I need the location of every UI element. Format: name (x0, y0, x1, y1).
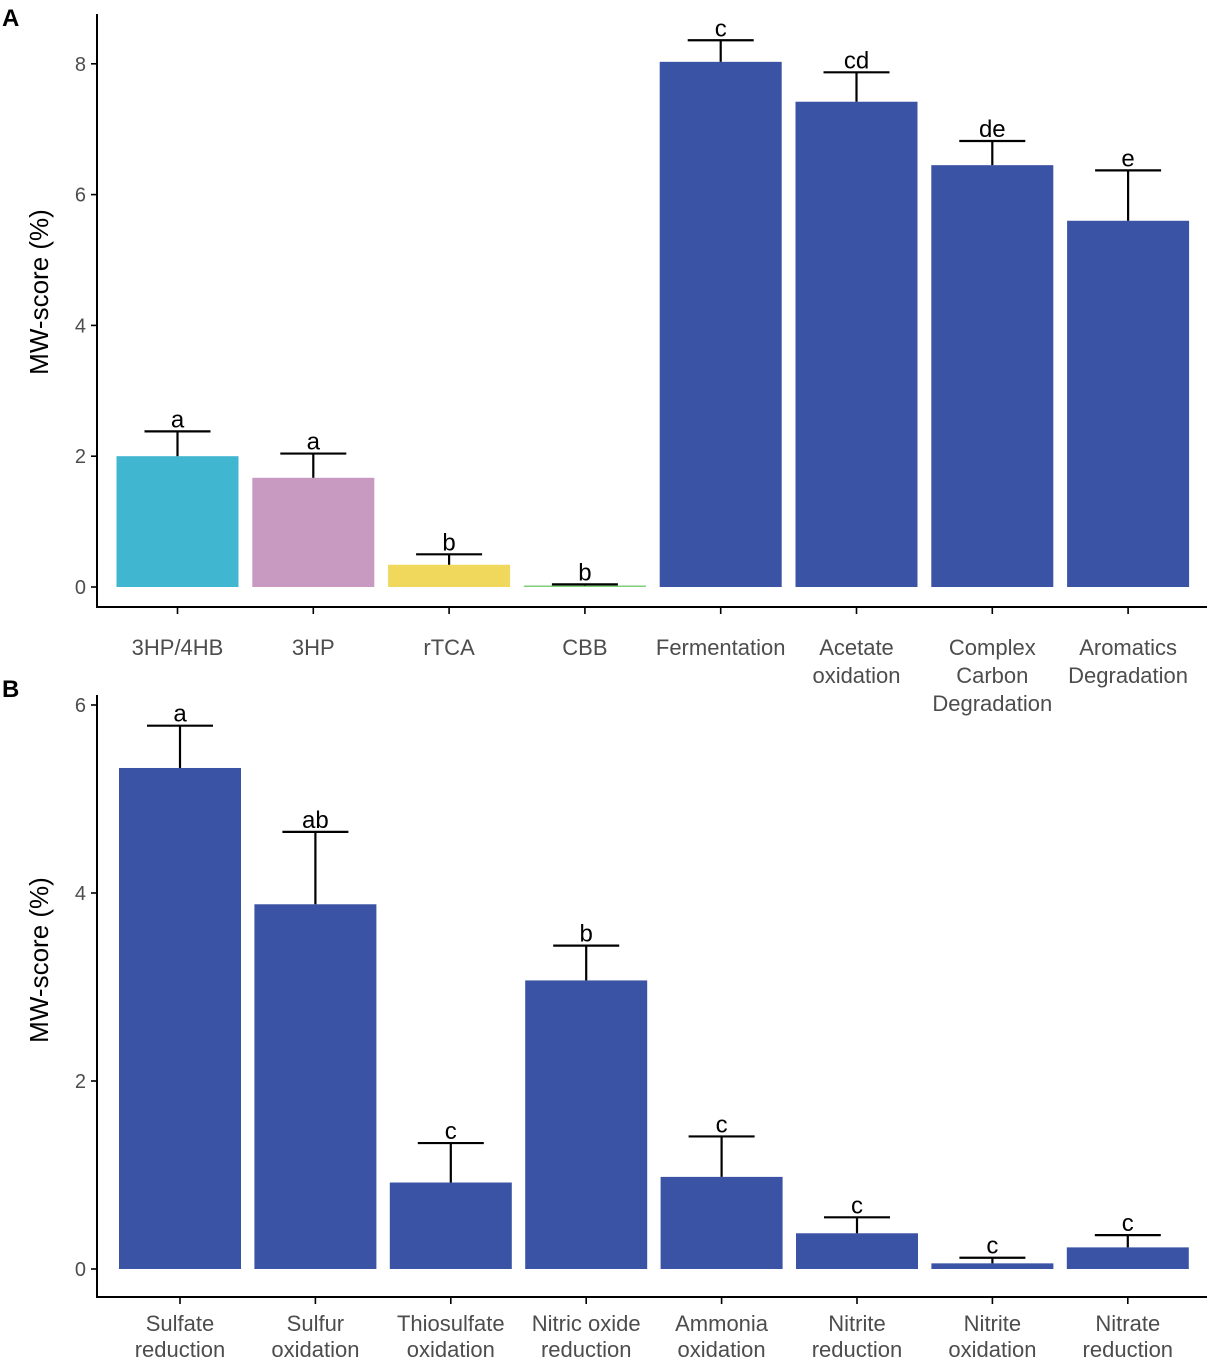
panel-b-category-label-line: Ammonia (675, 1311, 769, 1336)
panel-a-category-label: 3HP (292, 635, 335, 660)
panel-b-bar (525, 980, 648, 1269)
panel-a-category-label-line: Carbon (956, 663, 1028, 688)
panel-a-marks: 0 2 4 6 8 a 3HP/4HB a 3HP b rTCA b CBB c Fermentation c… (75, 15, 1190, 716)
panel-b-label: B (2, 676, 19, 703)
panel-a-bar (523, 585, 646, 587)
panel-b-category-label-line: Thiosulfate (397, 1311, 505, 1336)
panel-a-bar (252, 477, 375, 587)
panel-b-bar (660, 1176, 783, 1269)
panel-b-bar (119, 767, 241, 1269)
panel-b-category-label-line: oxidation (948, 1337, 1036, 1359)
panel-a-y-title: MW-score (%) (24, 209, 54, 375)
panel-b-category-label-line: oxidation (271, 1337, 359, 1359)
panel-a-category-label: 3HP/4HB (132, 635, 224, 660)
panel-b-category-label-line: reduction (541, 1337, 632, 1359)
panel-b-significance-letter: c (1122, 1210, 1134, 1237)
panel-b-y-tick-label: 0 (75, 1259, 86, 1281)
panel-a-category-label-line: rTCA (423, 635, 475, 660)
panel-a-y-tick-label: 2 (75, 446, 86, 468)
panel-b-significance-letter: b (580, 921, 593, 948)
panel-b-category-label-line: Sulfur (287, 1311, 344, 1336)
panel-b-category-label-line: oxidation (678, 1337, 766, 1359)
panel-a-category-label-line: Degradation (1068, 663, 1188, 688)
panel-b-significance-letter: a (173, 701, 187, 728)
panel-b-category-label-line: Nitrite (964, 1311, 1021, 1336)
panel-a-category-label-line: 3HP (292, 635, 335, 660)
panel-a-category-label: Aromatics Degradation (1068, 635, 1188, 688)
panel-a-bar (388, 564, 511, 587)
panel-a-significance-letter: b (578, 559, 591, 586)
panel-a-bar (1067, 220, 1190, 587)
panel-b-bar (254, 904, 377, 1269)
panel-a-significance-letter: b (442, 529, 455, 556)
panel-a-category-label-line: Acetate (819, 635, 894, 660)
panel-b-category-label: Nitrite reduction (812, 1311, 903, 1359)
panel-a-label: A (2, 5, 19, 32)
panel-b-significance-letter: c (851, 1192, 863, 1219)
panel-a-significance-letter: cd (844, 47, 869, 74)
panel-a-category-label: Acetate oxidation (812, 635, 900, 688)
panel-b-category-label: Nitrite oxidation (948, 1311, 1036, 1359)
panel-b-y-title: MW-score (%) (24, 877, 54, 1043)
panel-a-category-label: Complex Carbon Degradation (932, 635, 1052, 716)
panel-b-category-label: Thiosulfate oxidation (397, 1311, 505, 1359)
panel-b-significance-letter: c (716, 1111, 728, 1138)
panel-b-significance-letter: ab (302, 807, 329, 834)
panel-a-category-label-line: CBB (562, 635, 607, 660)
panel-a-bar (795, 101, 918, 588)
panel-b-category-label-line: reduction (1083, 1337, 1174, 1359)
panel-a-y-tick-label: 6 (75, 185, 86, 207)
panel-a: A MW-score (%) 0 2 4 6 8 a 3HP/4HB a 3HP b rTCA b CB… (2, 5, 1207, 716)
panel-a-category-label-line: oxidation (812, 663, 900, 688)
panel-b-category-label-line: reduction (812, 1337, 903, 1359)
panel-b-category-label: Nitrate reduction (1083, 1311, 1174, 1359)
panel-a-significance-letter: c (715, 15, 727, 42)
panel-a-category-label-line: 3HP/4HB (132, 635, 224, 660)
panel-a-bar (116, 456, 239, 587)
panel-b-category-label-line: reduction (135, 1337, 226, 1359)
panel-a-significance-letter: e (1121, 145, 1134, 172)
panel-a-y-tick-label: 0 (75, 577, 86, 599)
panel-b-category-label-line: Nitrate (1095, 1311, 1160, 1336)
panel-b-category-label: Ammonia oxidation (675, 1311, 769, 1359)
panel-b-category-label-line: Nitrite (828, 1311, 885, 1336)
panel-a-y-tick-label: 4 (75, 315, 86, 337)
panel-a-category-label: rTCA (423, 635, 475, 660)
panel-b-category-label-line: oxidation (407, 1337, 495, 1359)
panel-b-bar (1066, 1247, 1189, 1269)
panel-b-category-label-line: Nitric oxide (532, 1311, 641, 1336)
panel-a-category-label-line: Aromatics (1079, 635, 1177, 660)
panel-b-y-tick-label: 2 (75, 1071, 86, 1093)
panel-b-category-label: Sulfate reduction (135, 1311, 226, 1359)
panel-b-bar (796, 1233, 918, 1269)
panel-a-bar (659, 61, 782, 587)
panel-a-significance-letter: a (171, 406, 185, 433)
panel-b-y-tick-label: 4 (75, 883, 86, 905)
panel-a-category-label-line: Degradation (932, 691, 1052, 716)
panel-a-category-label-line: Fermentation (656, 635, 786, 660)
panel-b-category-label: Sulfur oxidation (271, 1311, 359, 1359)
panel-a-y-tick-label: 8 (75, 54, 86, 76)
panel-a-category-label: CBB (562, 635, 607, 660)
panel-b-bar (389, 1182, 512, 1269)
panel-a-category-label: Fermentation (656, 635, 786, 660)
panel-a-significance-letter: a (307, 429, 321, 456)
panel-b-bar (931, 1263, 1054, 1269)
panel-a-category-label-line: Complex (949, 635, 1036, 660)
panel-a-bar (931, 165, 1054, 588)
panel-b-y-tick-label: 6 (75, 695, 86, 717)
panel-b-category-label-line: Sulfate (146, 1311, 215, 1336)
panel-a-significance-letter: de (979, 116, 1006, 143)
panel-b-significance-letter: c (986, 1233, 998, 1260)
panel-b-significance-letter: c (445, 1118, 457, 1145)
panel-b-category-label: Nitric oxide reduction (532, 1311, 641, 1359)
